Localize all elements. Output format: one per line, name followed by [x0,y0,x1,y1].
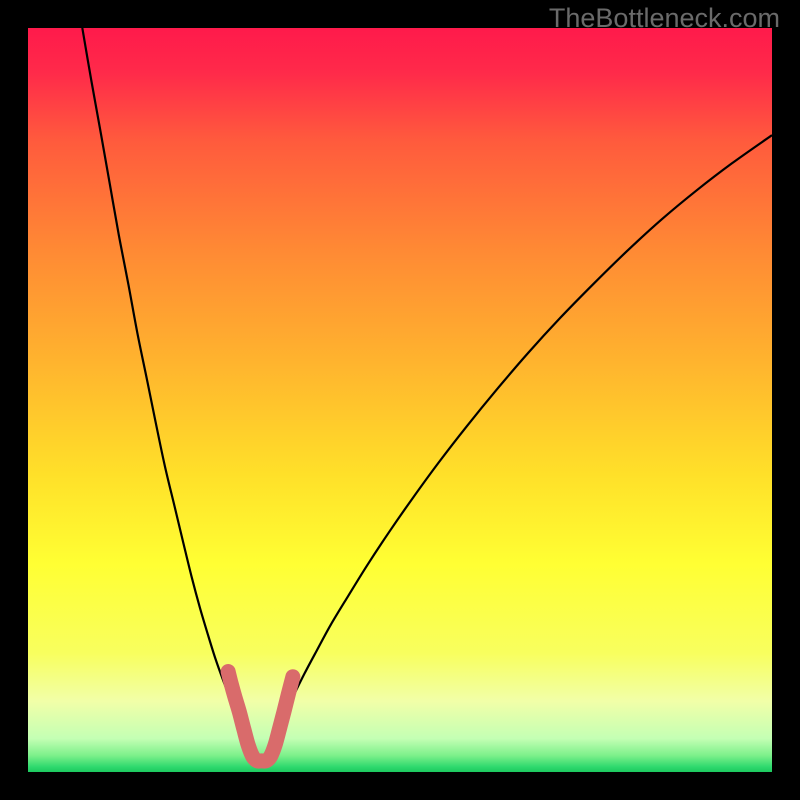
watermark-text: TheBottleneck.com [549,3,780,34]
chart-frame: TheBottleneck.com [0,0,800,800]
valley-marker [228,672,293,762]
right-curve [275,135,772,731]
chart-svg [0,0,800,800]
left-curve [82,28,245,731]
